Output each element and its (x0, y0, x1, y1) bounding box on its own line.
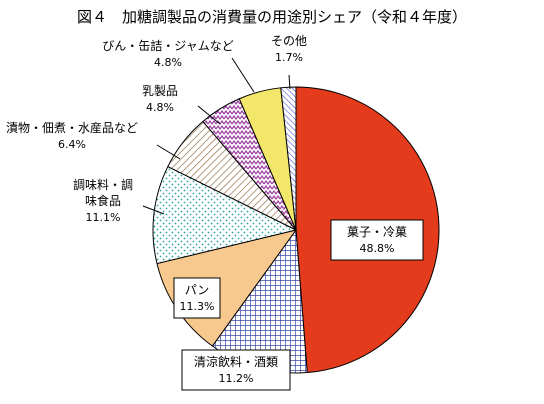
slice-label-3-line-0: 調味料・調 (73, 178, 133, 192)
slice-label-6-line-1: 4.8% (154, 56, 182, 69)
pie-slice-7 (280, 86, 297, 231)
slice-label-3-line-2: 11.1% (86, 211, 121, 224)
slice-label-0-line-1: 48.8% (360, 242, 395, 255)
slice-label-5-line-0: 乳製品 (142, 84, 178, 98)
label-box-2 (173, 277, 221, 319)
slice-label-7-line-1: 1.7% (275, 51, 303, 64)
slice-label-4-line-0: 漬物・佃煮・水産品など (6, 120, 138, 135)
slice-label-1-line-0: 清涼飲料・酒類 (194, 354, 278, 369)
leader-line-4 (156, 144, 181, 160)
leader-line-3 (142, 205, 165, 215)
label-box-1 (181, 349, 291, 391)
slice-label-2-line-0: パン (185, 283, 210, 297)
pie-slices (152, 86, 440, 374)
leader-lines (142, 57, 291, 215)
chart-title: 図４ 加糖調製品の消費量の用途別シェア（令和４年度） (77, 8, 467, 26)
slice-label-2-line-1: 11.3% (180, 300, 215, 313)
leader-line-7 (288, 74, 291, 90)
slice-label-6-line-0: びん・缶詰・ジャムなど (102, 38, 233, 53)
slice-label-5-line-1: 4.8% (146, 101, 174, 114)
pie-slice-3 (152, 165, 298, 265)
slice-label-3-line-1: 味食品 (85, 193, 121, 208)
slice-label-0-line-0: 菓子・冷菓 (347, 225, 407, 239)
slice-label-7-line-0: その他 (271, 34, 307, 48)
label-box-0 (330, 219, 424, 261)
slice-label-1-line-1: 11.2% (219, 372, 254, 385)
leader-line-6 (231, 57, 255, 93)
slice-label-4-line-1: 6.4% (58, 138, 86, 151)
leader-line-5 (197, 105, 221, 125)
